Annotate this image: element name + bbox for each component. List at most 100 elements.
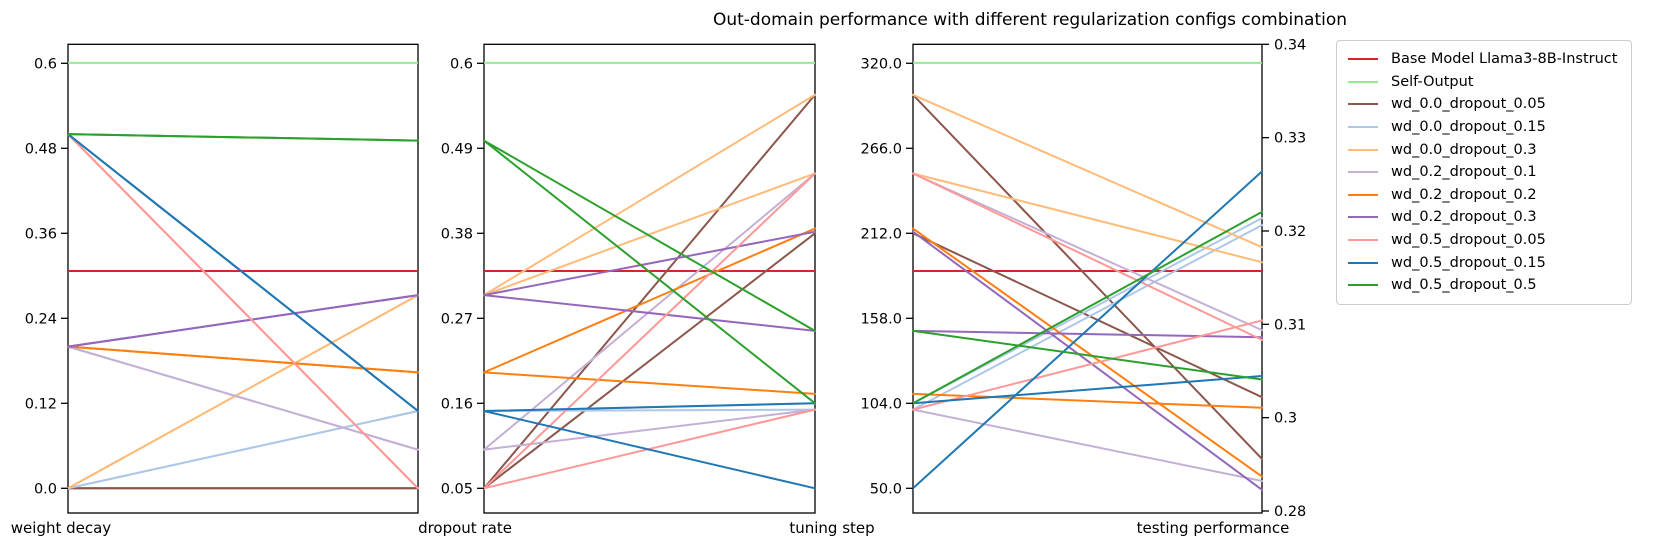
tick-label-tuning_step: 50.0 [870, 481, 902, 497]
legend-item: wd_0.5_dropout_0.05 [1348, 229, 1621, 252]
legend-swatch-line [1348, 216, 1378, 219]
legend-item: wd_0.5_dropout_0.5 [1348, 274, 1621, 297]
tick-label-dropout_rate: 0.49 [441, 141, 473, 157]
tick-label-dropout_rate: 0.6 [450, 56, 473, 72]
series-line-wd_0.0_dropout_0.3 [912, 93, 1263, 249]
legend-swatch-line [1348, 284, 1378, 287]
series-line-wd_0.5_dropout_0.5 [912, 329, 1263, 381]
series-line-wd_0.0_dropout_0.3 [483, 93, 816, 297]
series-line-wd_0.5_dropout_0.5 [483, 139, 816, 332]
legend-swatch-line [1348, 261, 1378, 264]
legend-swatch-line [1348, 103, 1378, 106]
legend-item: Self-Output [1348, 71, 1621, 94]
series-line-wd_0.5_dropout_0.05 [483, 172, 816, 490]
series-line-wd_0.0_dropout_0.3 [483, 172, 816, 297]
panel-box [67, 43, 419, 514]
panel-box [483, 43, 816, 514]
series-line-wd_0.0_dropout_0.05 [483, 232, 816, 490]
tick-label-weight_decay: 0.12 [25, 396, 57, 412]
legend-item: wd_0.2_dropout_0.3 [1348, 206, 1621, 229]
series-line-wd_0.5_dropout_0.05 [67, 133, 419, 490]
tick-label-testing_performance: 0.33 [1274, 131, 1306, 147]
tick-label-weight_decay: 0.24 [25, 311, 57, 327]
series-line-wd_0.5_dropout_0.05 [912, 172, 1263, 341]
legend-label: wd_0.5_dropout_0.05 [1391, 232, 1546, 249]
series-line-wd_0.2_dropout_0.3 [67, 294, 419, 348]
legend-item: wd_0.0_dropout_0.15 [1348, 116, 1621, 139]
legend-label: wd_0.0_dropout_0.3 [1391, 141, 1537, 158]
tick-label-testing_performance: 0.32 [1274, 224, 1306, 240]
chart-title: Out-domain performance with different re… [712, 10, 1348, 30]
legend-swatch-line [1348, 239, 1378, 242]
series-line-wd_0.0_dropout_0.05 [912, 93, 1263, 460]
legend-swatch-line [1348, 148, 1378, 151]
legend-swatch-line [1348, 193, 1378, 196]
panel-box [912, 43, 1263, 514]
series-line-wd_0.2_dropout_0.3 [483, 294, 816, 332]
tick-label-dropout_rate: 0.27 [441, 311, 473, 327]
tick-label-tuning_step: 104.0 [860, 396, 902, 412]
series-line-wd_0.5_dropout_0.15 [912, 170, 1263, 490]
series-line-wd_0.2_dropout_0.1 [912, 408, 1263, 483]
tick-label-weight_decay: 0.36 [25, 226, 57, 242]
series-line-wd_0.2_dropout_0.1 [483, 172, 816, 451]
legend-label: wd_0.5_dropout_0.5 [1391, 277, 1537, 294]
series-line-wd_0.5_dropout_0.15 [67, 133, 419, 413]
series-line-wd_0.5_dropout_0.5 [67, 133, 419, 142]
series-line-wd_0.5_dropout_0.15 [483, 402, 816, 413]
tick-label-tuning_step: 212.0 [860, 226, 902, 242]
legend-item: wd_0.0_dropout_0.3 [1348, 138, 1621, 161]
series-line-wd_0.2_dropout_0.1 [912, 172, 1263, 332]
series-line-wd_0.2_dropout_0.2 [912, 392, 1263, 409]
tick-label-tuning_step: 266.0 [860, 141, 902, 157]
series-line-wd_0.5_dropout_0.15 [483, 410, 816, 490]
series-line-wd_0.0_dropout_0.05 [912, 232, 1263, 399]
series-line-wd_0.0_dropout_0.15 [912, 224, 1263, 411]
legend-label: wd_0.2_dropout_0.3 [1391, 209, 1537, 226]
legend-label: wd_0.2_dropout_0.1 [1391, 164, 1537, 181]
series-line-wd_0.0_dropout_0.15 [67, 410, 419, 490]
tick-label-testing_performance: 0.28 [1274, 504, 1306, 520]
series-line-wd_0.2_dropout_0.2 [483, 227, 816, 374]
legend-item: wd_0.5_dropout_0.15 [1348, 251, 1621, 274]
tick-label-tuning_step: 158.0 [860, 311, 902, 327]
tick-label-weight_decay: 0.6 [34, 56, 57, 72]
series-line-wd_0.5_dropout_0.5 [912, 210, 1263, 405]
series-line-wd_0.2_dropout_0.2 [912, 227, 1263, 478]
series-line-wd_0.0_dropout_0.05 [483, 93, 816, 490]
legend-label: wd_0.5_dropout_0.15 [1391, 254, 1546, 271]
legend-label: wd_0.0_dropout_0.15 [1391, 119, 1546, 136]
series-line-wd_0.2_dropout_0.3 [483, 230, 816, 297]
legend-label: Base Model Llama3-8B-Instruct [1391, 51, 1618, 68]
series-line-wd_0.5_dropout_0.5 [483, 139, 816, 405]
tick-label-dropout_rate: 0.16 [441, 396, 473, 412]
axis-label-dropout_rate: dropout rate [418, 519, 512, 537]
series-line-wd_0.5_dropout_0.05 [912, 319, 1263, 411]
axis-label-tuning_step: tuning step [789, 519, 874, 537]
legend-item: Base Model Llama3-8B-Instruct [1348, 48, 1621, 71]
legend-swatch-line [1348, 126, 1378, 129]
series-line-wd_0.2_dropout_0.1 [483, 408, 816, 451]
series-line-wd_0.2_dropout_0.3 [912, 230, 1263, 491]
series-line-wd_0.2_dropout_0.2 [67, 345, 419, 374]
tick-label-dropout_rate: 0.05 [441, 481, 473, 497]
series-line-wd_0.2_dropout_0.1 [67, 345, 419, 451]
tick-label-testing_performance: 0.31 [1274, 317, 1306, 333]
legend-swatch-line [1348, 58, 1378, 61]
axis-label-weight_decay: weight decay [11, 519, 112, 537]
legend-swatch-line [1348, 171, 1378, 174]
legend-label: wd_0.2_dropout_0.2 [1391, 186, 1537, 203]
axis-label-testing_performance: testing performance [1137, 519, 1290, 537]
legend-item: wd_0.0_dropout_0.05 [1348, 93, 1621, 116]
tick-label-tuning_step: 320.0 [860, 56, 902, 72]
tick-label-testing_performance: 0.3 [1274, 411, 1297, 427]
tick-label-testing_performance: 0.34 [1274, 37, 1306, 53]
series-line-wd_0.0_dropout_0.3 [912, 172, 1263, 264]
legend-label: wd_0.0_dropout_0.05 [1391, 96, 1546, 113]
series-line-wd_0.0_dropout_0.15 [483, 408, 816, 413]
legend-label: Self-Output [1391, 73, 1474, 90]
legend-swatch-line [1348, 80, 1378, 83]
tick-label-dropout_rate: 0.38 [441, 226, 473, 242]
